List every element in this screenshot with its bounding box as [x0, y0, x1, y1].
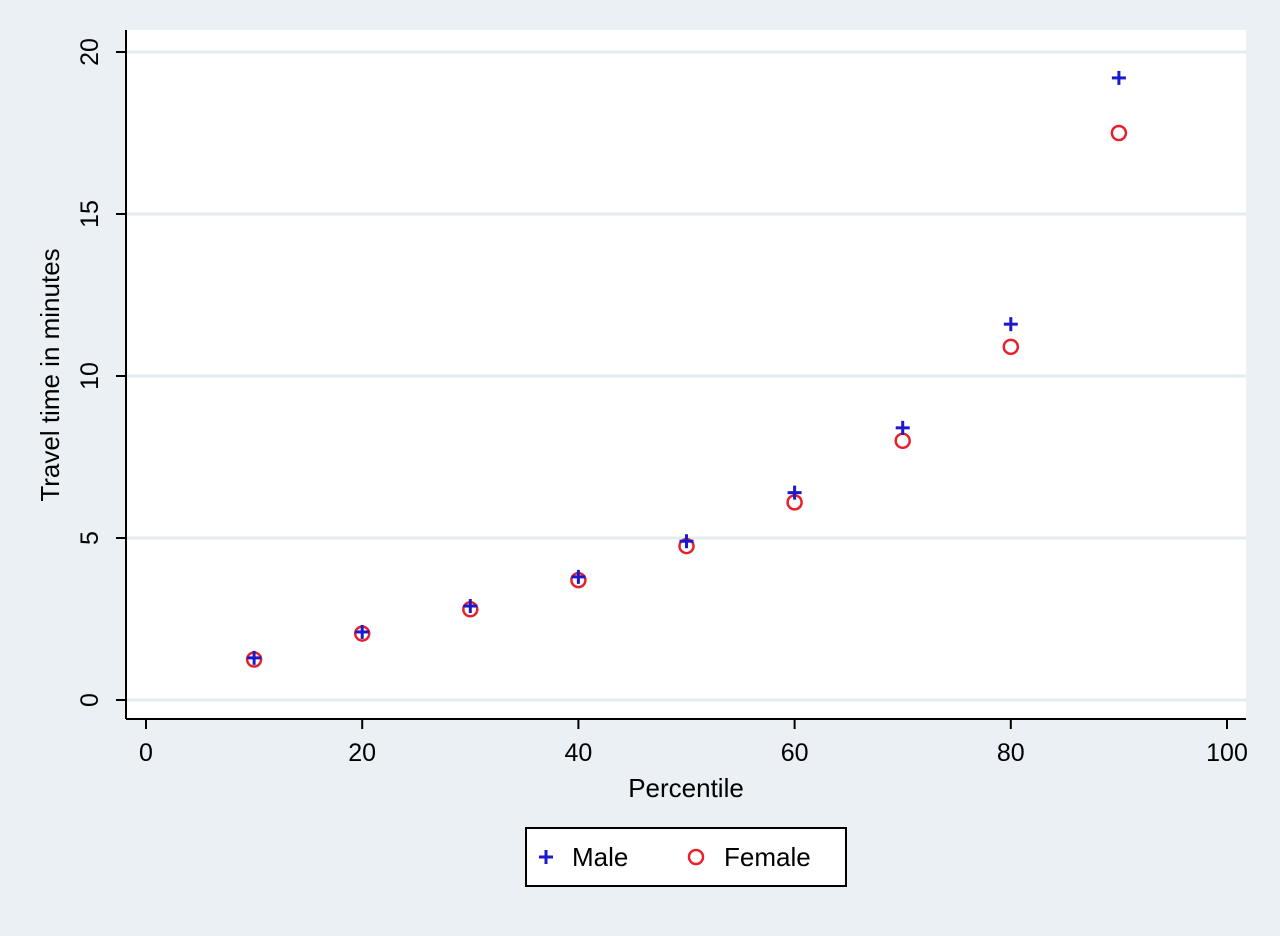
legend-box: [525, 827, 847, 887]
x-axis-ticks: 0 20 40 60 80 100: [139, 719, 1248, 767]
male-point-50: [679, 534, 694, 549]
x-tick-label-100: 100: [1206, 739, 1248, 767]
legend-label-male: Male: [572, 842, 628, 872]
y-axis-title: Travel time in minutes: [35, 248, 65, 501]
male-point-70: [895, 420, 910, 435]
male-point-80: [1003, 317, 1018, 332]
male-point-10: [247, 650, 262, 665]
female-point-90: [1110, 124, 1128, 142]
y-tick-label-10: 10: [76, 362, 104, 390]
female-point-80: [1002, 338, 1020, 356]
male-point-30: [463, 599, 478, 614]
x-tick-label-0: 0: [139, 739, 153, 767]
x-tick-label-20: 20: [348, 739, 376, 767]
legend-marker-male: [539, 850, 553, 864]
y-tick-label-20: 20: [76, 38, 104, 66]
y-tick-label-0: 0: [76, 693, 104, 707]
y-tick-label-5: 5: [76, 531, 104, 545]
x-tick-label-80: 80: [997, 739, 1025, 767]
male-point-20: [355, 624, 370, 639]
y-tick-label-15: 15: [76, 200, 104, 228]
legend-items: Male Female: [539, 842, 811, 872]
data-points: [245, 70, 1128, 668]
legend-label-female: Female: [724, 842, 811, 872]
x-tick-label-40: 40: [564, 739, 592, 767]
x-axis-title: Percentile: [628, 773, 744, 803]
legend-marker-female: [687, 848, 705, 866]
x-tick-label-60: 60: [781, 739, 809, 767]
male-point-90: [1111, 70, 1126, 85]
male-point-60: [787, 485, 802, 500]
y-axis-ticks: 0 5 10 15 20: [76, 38, 126, 707]
male-point-40: [571, 569, 586, 584]
legend: Male Female: [525, 827, 847, 887]
